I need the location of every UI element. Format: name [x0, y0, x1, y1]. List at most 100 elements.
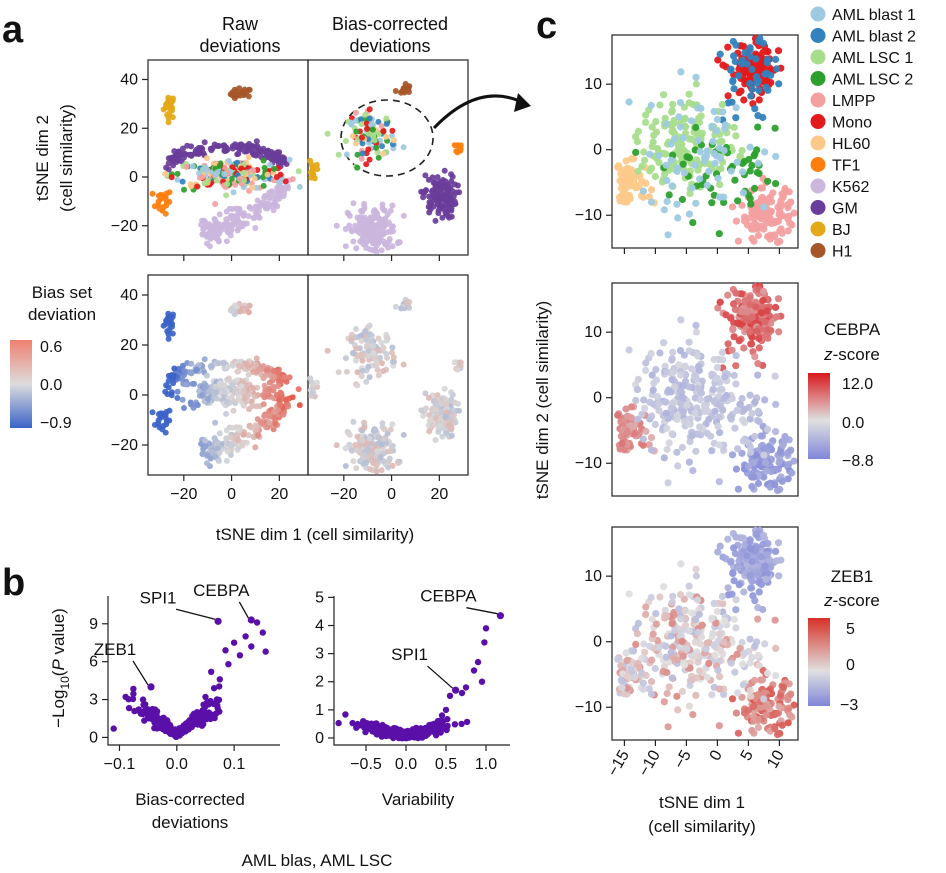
- a-raw-celltype-point: [271, 165, 277, 172]
- c-celltype-point: [681, 115, 689, 123]
- a-raw-celltype-point: [179, 178, 186, 185]
- c-celltype-point: [730, 85, 738, 93]
- c-celltype-point: [694, 136, 702, 144]
- zeb1-colorbar: [808, 618, 830, 706]
- c-cebpa-point: [734, 445, 742, 453]
- a-raw-celltype-point: [260, 174, 266, 181]
- c-zeb1-point: [639, 679, 648, 687]
- c-celltype-point: [633, 138, 642, 146]
- c-cebpa-point: [708, 370, 716, 378]
- a-corr-bias-point: [374, 448, 381, 455]
- c-celltype-point: [660, 206, 668, 214]
- a-raw-celltype-point: [204, 240, 210, 247]
- scatter-points: [110, 34, 798, 742]
- a-corr-celltype-point: [443, 211, 450, 217]
- a-raw-celltype-point: [249, 184, 256, 191]
- a-raw-top-ytick-label: 40: [120, 72, 138, 89]
- c-cebpa-point: [718, 348, 727, 357]
- a-corr-bias-point: [361, 424, 368, 431]
- a-corr-celltype-point: [353, 245, 360, 252]
- a-raw-celltype-point: [266, 161, 273, 168]
- c-celltype-point: [772, 180, 780, 188]
- c-zeb1-point: [692, 691, 700, 699]
- a-raw-celltype-point: [149, 190, 156, 197]
- c-zeb1-point: [748, 577, 756, 585]
- a-corr-bias-point: [324, 347, 331, 354]
- c-cebpa-point: [713, 363, 722, 372]
- a-corr-celltype-point: [343, 151, 350, 158]
- a-raw-bias-point: [166, 326, 173, 333]
- a-corr-celltype-point: [359, 150, 366, 157]
- b-var-point: [378, 733, 385, 740]
- a-corr-celltype-point: [384, 229, 391, 235]
- b-var-xtick-label: 0.0: [395, 756, 417, 773]
- c-zeb1-point: [696, 667, 704, 675]
- c-celltype-point: [716, 50, 724, 58]
- a-corr-bias-point: [395, 460, 402, 466]
- a-corr-celltype-point: [363, 161, 370, 168]
- a-raw-bias-point: [260, 401, 267, 408]
- c-zeb1-point: [718, 592, 727, 601]
- a-raw-bias-point: [213, 441, 220, 447]
- c-celltype-point: [711, 159, 719, 167]
- b-var-point: [470, 667, 478, 674]
- c-celltype-point: [761, 70, 769, 78]
- c-celltype-point: [671, 135, 679, 143]
- a-raw-celltype-point: [231, 86, 238, 93]
- c-celltype-point: [662, 161, 670, 169]
- legend-swatch: [810, 71, 826, 86]
- c-cebpa-point: [747, 448, 755, 456]
- a-raw-bias-point: [249, 403, 256, 410]
- c-celltype-point: [685, 99, 693, 107]
- a-corr-celltype-point: [420, 194, 427, 201]
- a-raw-bias-point: [155, 411, 162, 418]
- a-raw-celltype-point: [241, 177, 248, 184]
- a-corr-celltype-point: [389, 202, 396, 209]
- a-corr-celltype-point: [366, 115, 373, 122]
- a-corr-bias-point: [366, 466, 373, 473]
- c-cebpa-point: [748, 409, 756, 418]
- c-zeb1-point: [715, 630, 724, 638]
- c-cebpa-point: [648, 412, 656, 420]
- a-raw-bias-point: [235, 368, 242, 375]
- c-zeb1-point: [677, 560, 685, 568]
- b-dev-point: [216, 683, 223, 690]
- a-raw-celltype-point: [155, 198, 162, 205]
- a-corr-bias-point: [346, 441, 353, 448]
- c-zeb1-point: [729, 570, 737, 578]
- a-raw-celltype-point: [254, 213, 261, 220]
- c-zeb1-point: [733, 650, 741, 658]
- a-corr-bias-point: [378, 467, 385, 474]
- c-cebpa-point: [715, 386, 724, 394]
- b-var-point: [425, 729, 433, 737]
- b-var-point: [390, 729, 397, 736]
- a-raw-celltype-point: [155, 192, 162, 199]
- b-dev-point: [262, 648, 269, 655]
- c-cebpa-point: [758, 432, 767, 440]
- a-ylabel-line2: (cell similarity): [57, 104, 76, 212]
- c-celltype-point: [685, 210, 694, 218]
- a-corr-celltype-point: [452, 200, 459, 207]
- c-zeb1-point: [623, 672, 632, 680]
- bias-colorbar-tick-high: 0.6: [40, 339, 62, 356]
- b-xlabel-left-line2: deviations: [152, 813, 229, 832]
- b-dev-point: [122, 693, 129, 701]
- a-raw-bias-point: [199, 392, 206, 399]
- c-celltype-point: [746, 79, 754, 88]
- c-cebpa-point: [662, 398, 670, 406]
- c-cebpa-point: [733, 406, 741, 414]
- legend-label: LMPP: [832, 93, 876, 110]
- c-celltype-point: [623, 180, 632, 188]
- a-corr-celltype-point: [370, 133, 377, 140]
- c-cebpa-point: [774, 295, 783, 303]
- a-corr-celltype-point: [430, 203, 437, 210]
- a-raw-celltype-point: [187, 152, 194, 159]
- c-zeb1-point: [715, 722, 723, 730]
- a-corr-celltype-point: [445, 203, 452, 209]
- c-cebpa-point: [746, 294, 754, 302]
- a-corr-celltype-point: [360, 241, 367, 248]
- a-xlabel: tSNE dim 1 (cell similarity): [216, 525, 414, 544]
- b-dev-point: [130, 685, 137, 693]
- a-raw-bias-point: [187, 369, 194, 376]
- c-celltype-point: [668, 128, 676, 136]
